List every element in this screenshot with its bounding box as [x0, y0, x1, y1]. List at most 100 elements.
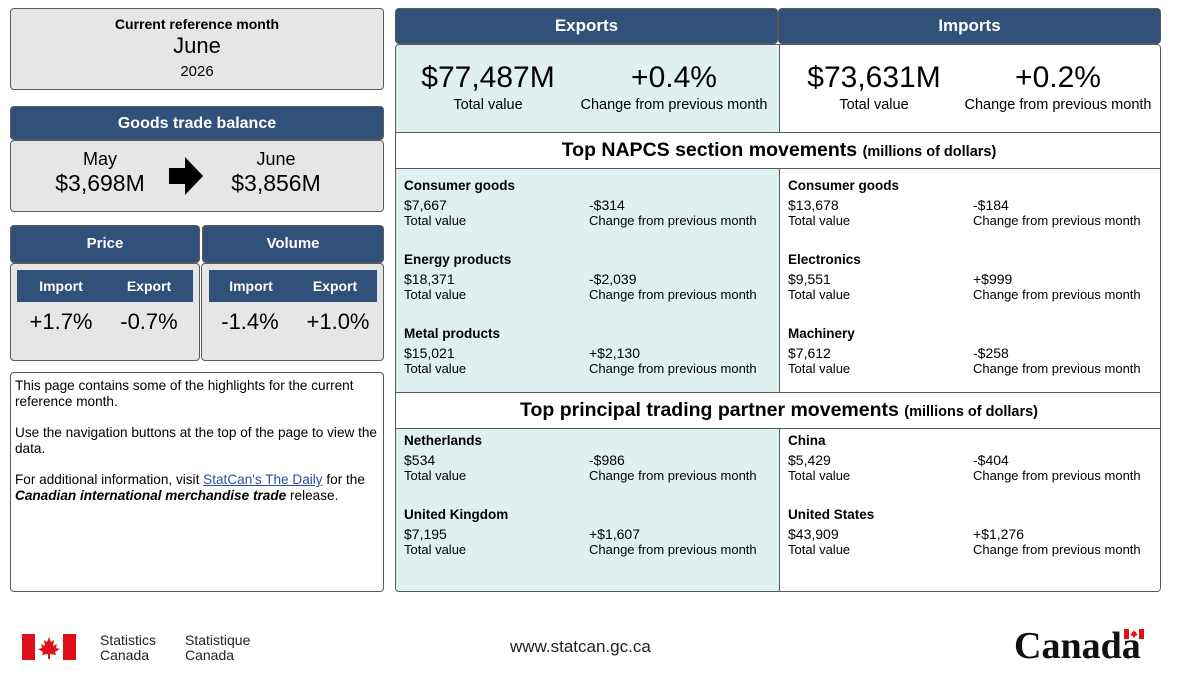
imports-change: +0.2% Change from previous month: [958, 61, 1158, 113]
price-header: Price: [10, 225, 200, 263]
balance-cur-month: June: [256, 149, 296, 169]
list-item: Metal products $15,021 +$2,130 Total valu…: [404, 326, 774, 376]
price-subheader: Import Export: [17, 270, 193, 302]
item-name: Electronics: [788, 252, 861, 267]
reference-month-card: Current reference month June 2026: [10, 8, 384, 90]
imports-change-value: +0.2%: [1015, 61, 1101, 94]
imports-kpi: $73,631M Total value +0.2% Change from p…: [779, 45, 1160, 133]
info-panel: This page contains some of the highlight…: [10, 372, 384, 592]
imports-change-label: Change from previous month: [964, 97, 1152, 113]
item-change-caption: Change from previous month: [973, 287, 1141, 302]
statistics-canada-en: Statistics Canada: [100, 633, 156, 663]
sc-en-line-1: Statistics: [100, 632, 157, 648]
item-value: $5,429: [788, 452, 831, 468]
item-name: Energy products: [404, 252, 512, 267]
volume-header: Volume: [202, 225, 384, 263]
item-change-caption: Change from previous month: [589, 542, 757, 557]
item-change: +$1,276: [973, 526, 1024, 542]
trade-detail-panel: $77,487M Total value +0.4% Change from p…: [395, 44, 1161, 592]
exports-kpi: $77,487M Total value +0.4% Change from p…: [396, 45, 779, 133]
exports-change: +0.4% Change from previous month: [574, 61, 774, 113]
right-arrow-icon: [169, 157, 203, 195]
item-total-caption: Total value: [404, 468, 467, 483]
item-name: China: [788, 433, 826, 448]
canada-wordmark: Canada: [1014, 625, 1141, 667]
imports-total-value: $73,631M: [807, 61, 941, 94]
item-total-caption: Total value: [788, 361, 851, 376]
sc-fr-line-2: Canada: [185, 647, 235, 663]
reference-year: 2026: [180, 63, 214, 80]
price-import-value: +1.7%: [29, 309, 93, 334]
partners-unit: (millions of dollars): [904, 404, 1039, 420]
napcs-title-text: Top NAPCS section movements: [561, 139, 858, 161]
item-name: United Kingdom: [404, 507, 509, 522]
volume-subheader: Import Export: [209, 270, 377, 302]
imports-header: Imports: [778, 8, 1161, 44]
trade-balance-header: Goods trade balance: [10, 106, 384, 140]
item-change-caption: Change from previous month: [589, 287, 757, 302]
item-name: Netherlands: [404, 433, 483, 448]
statistique-canada-fr: Statistique Canada: [185, 633, 250, 663]
item-value: $7,195: [404, 526, 447, 542]
exports-header: Exports: [395, 8, 778, 44]
napcs-unit: (millions of dollars): [862, 144, 997, 160]
info-paragraph-3: For additional information, visit StatCa…: [15, 472, 379, 504]
imports-total: $73,631M Total value: [796, 61, 952, 113]
item-change: -$184: [973, 197, 1009, 213]
item-total-caption: Total value: [404, 542, 467, 557]
item-value: $13,678: [788, 197, 839, 213]
release-name: Canadian international merchandise trade: [15, 488, 287, 503]
list-item: Energy products $18,371 -$2,039 Total val…: [404, 252, 774, 302]
price-export-value: -0.7%: [120, 309, 178, 334]
list-item: Consumer goods $7,667 -$314 Total value Ch…: [404, 178, 774, 228]
item-value: $18,371: [404, 271, 455, 287]
item-change-caption: Change from previous month: [973, 542, 1141, 557]
item-change-caption: Change from previous month: [973, 468, 1141, 483]
sc-en-line-2: Canada: [100, 647, 150, 663]
item-change-caption: Change from previous month: [973, 213, 1141, 228]
item-change-caption: Change from previous month: [589, 213, 757, 228]
item-change: +$1,607: [589, 526, 640, 542]
item-value: $7,612: [788, 345, 831, 361]
item-total-caption: Total value: [404, 361, 467, 376]
balance-previous: May $3,698M: [25, 141, 175, 197]
item-change: -$314: [589, 197, 625, 213]
item-change-caption: Change from previous month: [589, 468, 757, 483]
exports-change-label: Change from previous month: [580, 97, 768, 113]
trade-balance-card: May $3,698M June $3,856M: [10, 140, 384, 212]
list-item: Machinery $7,612 -$258 Total value Change …: [788, 326, 1158, 376]
item-total-caption: Total value: [788, 468, 851, 483]
the-daily-link[interactable]: StatCan's The Daily: [203, 472, 323, 487]
item-value: $9,551: [788, 271, 831, 287]
item-change: -$404: [973, 452, 1009, 468]
info-p3-mid: for the: [322, 472, 365, 487]
info-p3-post: release.: [286, 488, 339, 503]
list-item: Electronics $9,551 +$999 Total value Chang…: [788, 252, 1158, 302]
exports-total-value: $77,487M: [421, 61, 555, 94]
exports-total-label: Total value: [453, 97, 523, 113]
imports-total-label: Total value: [839, 97, 909, 113]
item-total-caption: Total value: [404, 287, 467, 302]
partners-title-text: Top principal trading partner movements: [519, 399, 899, 421]
balance-prev-value: $3,698M: [55, 170, 145, 196]
item-change: +$2,130: [589, 345, 640, 361]
price-export-label: Export: [126, 278, 172, 294]
item-total-caption: Total value: [788, 213, 851, 228]
item-value: $15,021: [404, 345, 455, 361]
item-name: United States: [788, 507, 875, 522]
volume-import-label: Import: [229, 278, 273, 294]
list-item: Netherlands $534 -$986 Total value Change …: [404, 433, 774, 483]
item-total-caption: Total value: [788, 287, 851, 302]
item-change: -$2,039: [589, 271, 637, 287]
partners-imports-column: China $5,429 -$404 Total value Change from…: [779, 429, 1160, 591]
sc-fr-line-1: Statistique: [185, 632, 251, 648]
partners-title: Top principal trading partner movements …: [396, 392, 1160, 429]
napcs-title: Top NAPCS section movements (millions of…: [396, 132, 1160, 169]
item-name: Consumer goods: [788, 178, 900, 193]
partners-exports-column: Netherlands $534 -$986 Total value Change …: [396, 429, 779, 591]
info-paragraph-1: This page contains some of the highlight…: [15, 378, 354, 409]
item-name: Machinery: [788, 326, 855, 341]
item-value: $7,667: [404, 197, 447, 213]
exports-change-value: +0.4%: [631, 61, 717, 94]
item-name: Consumer goods: [404, 178, 516, 193]
